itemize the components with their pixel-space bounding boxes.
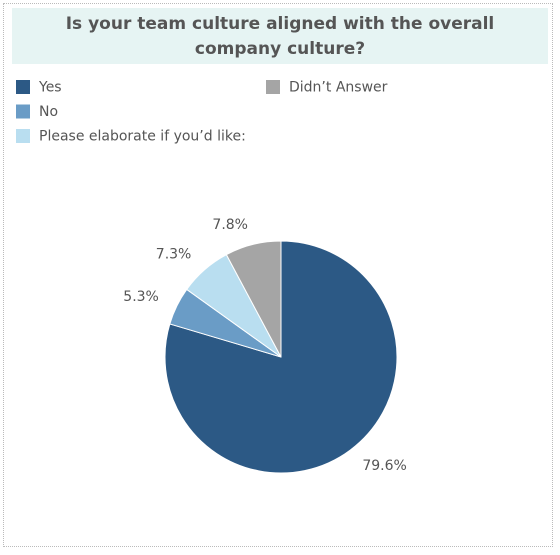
legend-swatch xyxy=(16,80,30,94)
legend-label: Didn’t Answer xyxy=(289,80,388,96)
frame xyxy=(3,3,553,547)
value-label: 5.3% xyxy=(123,289,159,305)
chart-title: Is your team culture aligned with the ov… xyxy=(12,8,548,64)
legend-label: Yes xyxy=(38,80,62,96)
legend-label: No xyxy=(39,104,58,120)
value-label: 79.6% xyxy=(362,458,406,474)
value-label: 7.8% xyxy=(212,217,248,233)
pie-slice xyxy=(225,240,282,358)
legend-label: Please elaborate if you’d like: xyxy=(39,129,246,145)
legend-swatch xyxy=(16,129,30,143)
legend-swatch xyxy=(266,80,280,94)
legend-swatch xyxy=(16,104,30,119)
value-label: 7.3% xyxy=(156,247,192,263)
